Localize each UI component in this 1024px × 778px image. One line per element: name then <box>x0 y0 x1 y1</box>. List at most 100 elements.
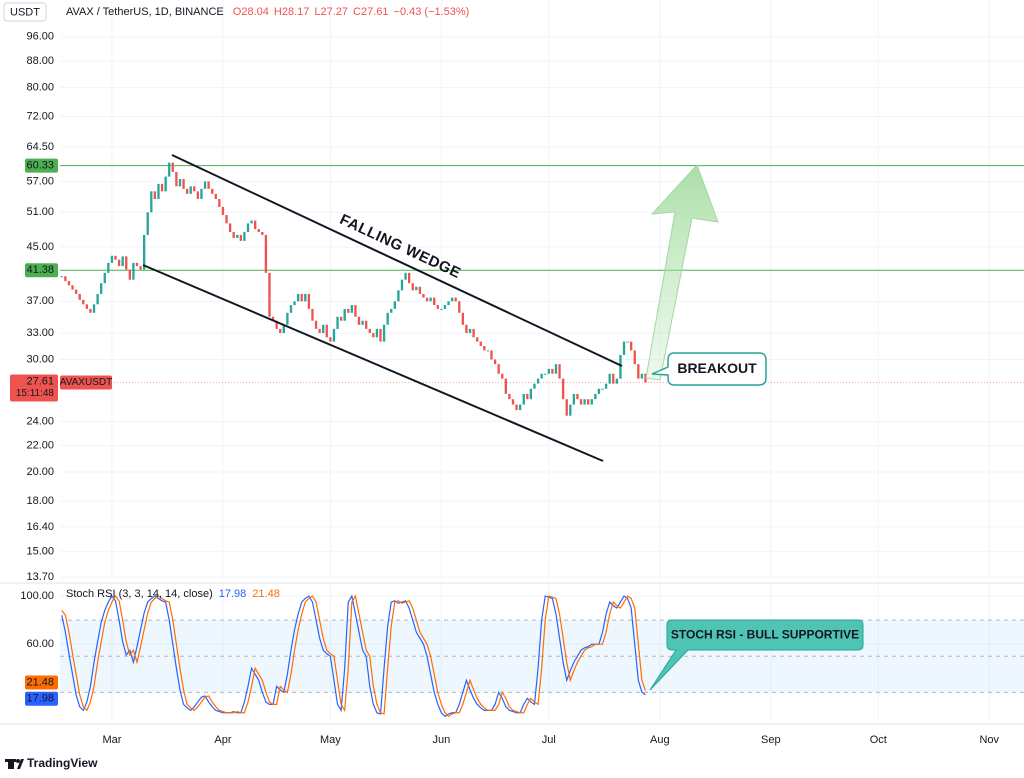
candle <box>597 388 601 394</box>
candle <box>633 350 636 365</box>
candle <box>397 290 400 302</box>
candle <box>207 181 210 189</box>
candle <box>501 373 504 379</box>
y-tick-label: 24.00 <box>26 415 54 427</box>
candle <box>253 220 257 230</box>
candle <box>393 301 396 309</box>
candle <box>142 234 146 270</box>
rsi-line <box>61 594 647 718</box>
y-tick-label: 57.00 <box>26 175 54 187</box>
candle <box>268 272 271 317</box>
candle <box>139 266 142 270</box>
candle <box>565 399 568 416</box>
candle <box>518 404 522 411</box>
candle <box>536 378 540 384</box>
candle <box>232 232 235 238</box>
candle <box>121 256 124 267</box>
candle <box>440 308 443 310</box>
candle <box>486 350 490 352</box>
x-tick-label: Jul <box>542 734 556 746</box>
candle <box>74 289 78 294</box>
candle <box>404 272 407 280</box>
candle <box>490 350 493 360</box>
ohlc-value: −0.43 (−1.53%) <box>394 6 470 18</box>
candle <box>110 255 114 263</box>
candle <box>189 186 192 194</box>
candle <box>601 388 604 390</box>
x-tick-label: Jun <box>432 734 450 746</box>
ohlc-value: H28.17 <box>274 6 309 18</box>
rsi-value-tag <box>25 675 58 690</box>
ohlc-value: O28.04 <box>233 6 269 18</box>
currency: USDT <box>10 6 40 18</box>
candle <box>622 341 626 355</box>
candle <box>311 308 314 321</box>
candle <box>322 324 325 334</box>
candle <box>107 262 110 273</box>
candle <box>67 281 71 286</box>
candle <box>221 206 225 216</box>
brand-logo <box>5 759 24 769</box>
indicator-legend: Stoch RSI (3, 3, 14, 14, close) 17.98 21.4… <box>66 588 280 600</box>
candle <box>576 393 579 400</box>
candle <box>454 297 457 302</box>
breakout-arrow <box>645 164 719 381</box>
grid <box>60 0 1024 720</box>
y-tick-label: 20.00 <box>26 466 54 478</box>
candle <box>411 283 414 291</box>
candle <box>135 262 139 267</box>
candle <box>92 304 96 313</box>
candle <box>511 399 515 405</box>
candle <box>594 393 597 400</box>
candle <box>246 223 250 233</box>
candle <box>554 364 558 374</box>
candle <box>368 328 371 334</box>
rsi-callout <box>649 619 864 691</box>
wedge-upper-line <box>171 154 623 367</box>
candle <box>386 312 389 325</box>
candle <box>157 183 160 200</box>
x-tick-label: Oct <box>870 734 887 746</box>
candle <box>185 188 189 194</box>
candle <box>182 179 185 189</box>
candle <box>114 255 117 260</box>
candle <box>640 373 644 379</box>
candle <box>150 191 153 213</box>
y-tick-label: 60.00 <box>26 638 54 650</box>
candle <box>332 328 336 342</box>
candle <box>257 229 260 233</box>
candle <box>300 293 303 302</box>
candle <box>296 293 300 302</box>
candle <box>476 337 479 342</box>
candle <box>325 324 328 338</box>
candle <box>418 286 422 294</box>
candle <box>479 341 482 346</box>
candle <box>590 399 593 405</box>
y-tick-label: 72.00 <box>26 111 54 123</box>
currency-box[interactable] <box>3 2 47 22</box>
candle <box>211 188 214 194</box>
brand-name: TradingView <box>27 756 98 770</box>
candle <box>429 297 432 302</box>
candle <box>608 373 611 384</box>
candle <box>153 191 157 200</box>
candle <box>60 276 63 278</box>
candle <box>164 176 167 192</box>
candle <box>558 364 561 379</box>
candle <box>447 301 450 306</box>
candle <box>472 328 475 338</box>
level-label: 60.33 <box>26 160 54 172</box>
y-tick-label: 88.00 <box>26 55 54 67</box>
y-tick-label: 51.00 <box>26 206 54 218</box>
candle <box>390 308 393 313</box>
candle <box>218 199 221 207</box>
y-tick-label: 15.00 <box>26 546 54 558</box>
candle <box>365 320 368 329</box>
rsi-value-tag <box>25 691 58 706</box>
candle <box>236 234 239 238</box>
candle <box>443 305 447 309</box>
candle <box>289 305 293 313</box>
candle <box>78 293 81 300</box>
candle <box>64 276 67 282</box>
candle <box>128 269 131 280</box>
